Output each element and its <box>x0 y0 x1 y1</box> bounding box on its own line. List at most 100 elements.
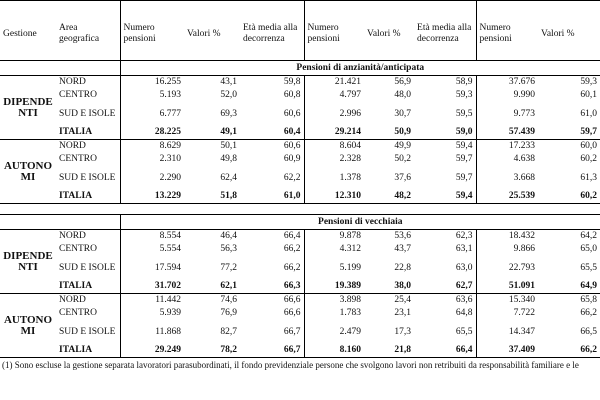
area-cell: NORD <box>59 295 86 305</box>
value-cell: 2.996 <box>303 102 365 126</box>
value-cell: 8.160 <box>303 344 365 358</box>
value-cell: 3.898 <box>303 293 365 307</box>
value-cell: 17.594 <box>119 256 184 280</box>
value-cell: 6.777 <box>119 102 184 126</box>
gestione: AUTONOMI <box>0 293 56 358</box>
value-cell: 13.229 <box>119 190 184 204</box>
value-cell: 29.249 <box>119 344 184 358</box>
value-cell: 7.722 <box>475 307 539 320</box>
value-cell: 46,4 <box>220 231 237 241</box>
value-cell: 48,2 <box>364 190 415 204</box>
area-cell: SUD E ISOLE <box>59 108 116 119</box>
area-cell: SUD E ISOLE <box>59 326 116 337</box>
value-cell: 60,1 <box>580 90 598 100</box>
value-cell: 30,7 <box>394 108 412 119</box>
value-cell: 19.389 <box>303 280 365 294</box>
data-row: SUD E ISOLE 17.594 77,2 66,2 5.199 22,8 63,0 22… <box>0 256 600 280</box>
group-header-row <box>0 0 600 8</box>
value-cell: 56,9 <box>394 77 412 87</box>
value-cell: 37.409 <box>475 344 539 358</box>
value-cell: 63,1 <box>455 244 473 254</box>
area-cell: ITALIA <box>56 190 120 204</box>
data-row: CENTRO 5.554 56,3 66,2 4.312 43,7 63,1 9.866 65,… <box>0 243 600 256</box>
spacer <box>0 203 600 215</box>
value-cell: 53,6 <box>394 231 412 241</box>
value-cell: 82,7 <box>220 326 237 337</box>
value-cell: 59,7 <box>455 154 473 164</box>
value-cell: 62,3 <box>455 231 473 241</box>
value-cell: 25.539 <box>475 190 539 204</box>
value-cell: 62,7 <box>414 280 477 294</box>
column-header-row: Gestione Area geografica Numero pensioni Va… <box>0 8 600 61</box>
value-cell: 66,2 <box>283 262 301 273</box>
column-header: Numero pensioni <box>119 8 184 61</box>
data-row: CENTRO 5.939 76,9 66,6 1.783 23,1 64,8 7.722 66,… <box>0 307 600 320</box>
value-cell: 59,3 <box>580 77 598 87</box>
group-header-cell <box>475 0 600 8</box>
value-cell: 49,8 <box>220 154 237 164</box>
value-cell: 60,6 <box>283 108 301 119</box>
value-cell: 8.629 <box>119 139 184 153</box>
data-row: CENTRO 2.310 49,8 60,9 2.328 50,2 59,7 4.638 60,… <box>0 153 600 166</box>
value-cell: 59,4 <box>455 141 473 151</box>
value-cell: 66,7 <box>283 326 301 337</box>
column-header: Valori % <box>364 8 415 61</box>
data-row: AUTONOMI NORD 8.629 50,1 60,6 8.604 49,9 59,4 17… <box>0 139 600 204</box>
value-cell: 50,2 <box>394 154 412 164</box>
value-cell: 69,3 <box>220 108 237 119</box>
value-cell: 62,1 <box>184 280 240 294</box>
value-cell: 9.990 <box>475 89 539 102</box>
area-cell: CENTRO <box>59 90 97 100</box>
value-cell: 23,1 <box>394 308 412 318</box>
value-cell: 22.793 <box>475 256 539 280</box>
value-cell: 2.479 <box>303 320 365 344</box>
data-row: AUTONOMI NORD 11.442 74,6 66,6 3.898 25,4 63,6 1… <box>0 293 600 358</box>
value-cell: 64,9 <box>538 280 600 294</box>
value-cell: 61,3 <box>580 172 598 183</box>
column-header: Valori % <box>538 8 600 61</box>
value-cell: 66,2 <box>283 244 301 254</box>
value-cell: 62,4 <box>220 172 237 183</box>
value-cell: 65,0 <box>580 244 598 254</box>
value-cell: 59,4 <box>414 190 477 204</box>
value-cell: 62,2 <box>283 172 301 183</box>
area-cell: CENTRO <box>59 154 97 164</box>
area-cell: SUD E ISOLE <box>59 262 116 273</box>
value-cell: 9.878 <box>303 229 365 243</box>
value-cell: 31.702 <box>119 280 184 294</box>
group-header-cell <box>303 0 477 8</box>
value-cell: 66,2 <box>538 344 600 358</box>
value-cell: 14.347 <box>475 320 539 344</box>
data-row: CENTRO 5.193 52,0 60,8 4.797 48,0 59,3 9.990 60,… <box>0 89 600 102</box>
value-cell: 60,9 <box>283 154 301 164</box>
data-row: SUD E ISOLE 11.868 82,7 66,7 2.479 17,3 65,5 14… <box>0 320 600 344</box>
blank <box>0 214 120 230</box>
value-cell: 61,0 <box>580 108 598 119</box>
group-header-cell <box>119 0 305 8</box>
value-cell: 63,6 <box>455 295 473 305</box>
value-cell: 63,0 <box>455 262 473 273</box>
value-cell: 8.554 <box>119 229 184 243</box>
area-cell: NORD <box>59 231 86 241</box>
value-cell: 74,6 <box>220 295 237 305</box>
value-cell: 37,6 <box>394 172 412 183</box>
value-cell: 4.638 <box>475 153 539 166</box>
value-cell: 11.442 <box>119 293 184 307</box>
value-cell: 66,5 <box>580 326 598 337</box>
value-cell: 2.328 <box>303 153 365 166</box>
data-row: DIPENDENTI NORD 16.255 43,1 59,8 21.421 56,9 58… <box>0 75 600 140</box>
value-cell: 76,9 <box>220 308 237 318</box>
area-cell: CENTRO <box>59 244 97 254</box>
value-cell: 50,1 <box>220 141 237 151</box>
value-cell: 3.668 <box>475 166 539 190</box>
value-cell: 29.214 <box>303 126 365 140</box>
data-row: DIPENDENTI NORD 8.554 46,4 66,4 9.878 53,6 62,3… <box>0 229 600 294</box>
value-cell: 1.783 <box>303 307 365 320</box>
value-cell: 37.676 <box>475 75 539 89</box>
value-cell: 5.554 <box>119 243 184 256</box>
value-cell: 43,7 <box>394 244 412 254</box>
gestione: DIPENDENTI <box>0 229 56 294</box>
value-cell: 60,0 <box>580 141 598 151</box>
column-header: Numero pensioni <box>475 8 539 61</box>
